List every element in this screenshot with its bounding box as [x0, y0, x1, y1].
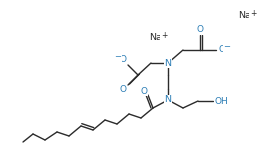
Text: O: O — [120, 85, 127, 94]
Text: +: + — [161, 30, 167, 40]
Text: −: − — [114, 52, 122, 61]
Text: −: − — [224, 43, 231, 52]
Text: N: N — [164, 95, 171, 104]
Text: O: O — [120, 55, 127, 64]
Text: N: N — [164, 58, 171, 67]
Text: O: O — [140, 86, 147, 95]
Text: Na: Na — [239, 12, 251, 21]
Text: Na: Na — [150, 33, 163, 43]
Text: O: O — [218, 46, 225, 55]
Text: OH: OH — [214, 97, 228, 106]
Text: O: O — [197, 25, 204, 34]
Text: +: + — [250, 9, 256, 18]
